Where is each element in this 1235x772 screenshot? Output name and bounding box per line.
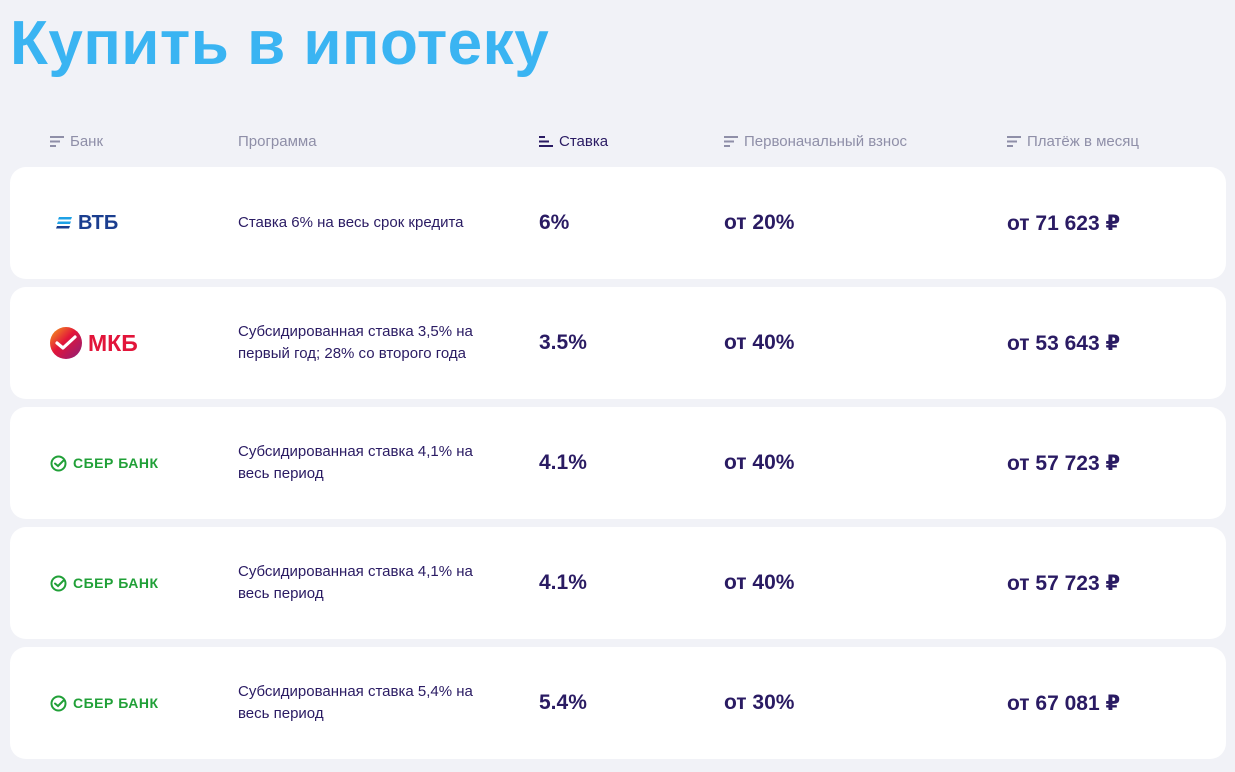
sber-check-icon <box>50 695 67 711</box>
column-header-label: Ставка <box>559 133 609 150</box>
sber-check-icon <box>50 575 67 591</box>
program-cell: Субсидированная ставка 3,5% на первый го… <box>238 287 488 399</box>
offer-row[interactable]: МКБ Субсидированная ставка 3,5% на первы… <box>10 287 1226 399</box>
sort-icon <box>50 136 64 147</box>
down-payment-cell: от 40% <box>724 331 795 354</box>
rate-cell: 3.5% <box>539 331 587 354</box>
column-header-program: Программа <box>238 133 317 150</box>
sber-logo: СБЕР БАНК <box>50 455 159 472</box>
rate-cell: 4.1% <box>539 451 587 474</box>
program-cell: Субсидированная ставка 5,4% на весь пери… <box>238 647 488 759</box>
program-cell: Ставка 6% на весь срок кредита <box>238 167 488 279</box>
program-text: Субсидированная ставка 4,1% на весь пери… <box>238 563 473 602</box>
down-payment-cell: от 40% <box>724 571 795 594</box>
mkb-logo: МКБ <box>50 327 138 359</box>
bank-cell: МКБ <box>50 287 230 399</box>
program-text: Субсидированная ставка 5,4% на весь пери… <box>238 683 473 722</box>
bank-name: ВТБ <box>78 211 119 234</box>
sber-logo: СБЕР БАНК <box>50 575 159 592</box>
column-header-bank[interactable]: Банк <box>50 133 103 150</box>
bank-name: СБЕР БАНК <box>73 695 159 711</box>
page-title: Купить в ипотеку <box>10 9 550 78</box>
sber-logo: СБЕР БАНК <box>50 695 159 712</box>
sort-icon <box>724 136 738 147</box>
rate-cell: 6% <box>539 211 570 234</box>
program-cell: Субсидированная ставка 4,1% на весь пери… <box>238 407 488 519</box>
program-text: Ставка 6% на весь срок кредита <box>238 214 464 231</box>
offer-row[interactable]: СБЕР БАНК Субсидированная ставка 5,4% на… <box>10 647 1226 759</box>
bank-cell: СБЕР БАНК <box>50 407 230 519</box>
sber-check-icon <box>50 455 67 471</box>
bank-name: СБЕР БАНК <box>73 575 159 591</box>
monthly-payment-cell: от 57 723 ₽ <box>1007 571 1121 595</box>
monthly-payment-cell: от 67 081 ₽ <box>1007 691 1121 715</box>
column-header-label: Платёж в месяц <box>1027 133 1139 150</box>
sort-ascending-icon <box>539 136 553 147</box>
column-header-monthly[interactable]: Платёж в месяц <box>1007 133 1139 150</box>
sort-icon <box>1007 136 1021 147</box>
bank-cell: ВТБ <box>50 167 230 279</box>
bank-name: СБЕР БАНК <box>73 455 159 471</box>
monthly-payment-cell: от 71 623 ₽ <box>1007 211 1121 235</box>
rate-cell: 4.1% <box>539 571 587 594</box>
down-payment-cell: от 20% <box>724 211 795 234</box>
offers-list: ВТБ Ставка 6% на весь срок кредита 6% от… <box>10 167 1226 767</box>
table-header: Банк Программа Ставка Первоначальный взн… <box>0 133 1235 153</box>
offer-row[interactable]: ВТБ Ставка 6% на весь срок кредита 6% от… <box>10 167 1226 279</box>
bank-name: МКБ <box>88 329 138 356</box>
column-header-down-payment[interactable]: Первоначальный взнос <box>724 133 907 150</box>
offer-row[interactable]: СБЕР БАНК Субсидированная ставка 4,1% на… <box>10 407 1226 519</box>
column-header-label: Первоначальный взнос <box>744 133 908 150</box>
program-cell: Субсидированная ставка 4,1% на весь пери… <box>238 527 488 639</box>
column-header-label: Программа <box>238 133 317 150</box>
column-header-label: Банк <box>70 133 104 150</box>
rate-cell: 5.4% <box>539 691 587 714</box>
monthly-payment-cell: от 57 723 ₽ <box>1007 451 1121 475</box>
offer-row[interactable]: СБЕР БАНК Субсидированная ставка 4,1% на… <box>10 527 1226 639</box>
column-header-rate[interactable]: Ставка <box>539 133 608 150</box>
vtb-logo: ВТБ <box>56 212 118 235</box>
down-payment-cell: от 30% <box>724 691 795 714</box>
bank-cell: СБЕР БАНК <box>50 647 230 759</box>
program-text: Субсидированная ставка 4,1% на весь пери… <box>238 443 473 482</box>
bank-cell: СБЕР БАНК <box>50 527 230 639</box>
mkb-emblem-icon <box>50 327 82 359</box>
program-text: Субсидированная ставка 3,5% на первый го… <box>238 323 473 362</box>
vtb-stripes-icon <box>56 217 72 229</box>
monthly-payment-cell: от 53 643 ₽ <box>1007 331 1121 355</box>
down-payment-cell: от 40% <box>724 451 795 474</box>
